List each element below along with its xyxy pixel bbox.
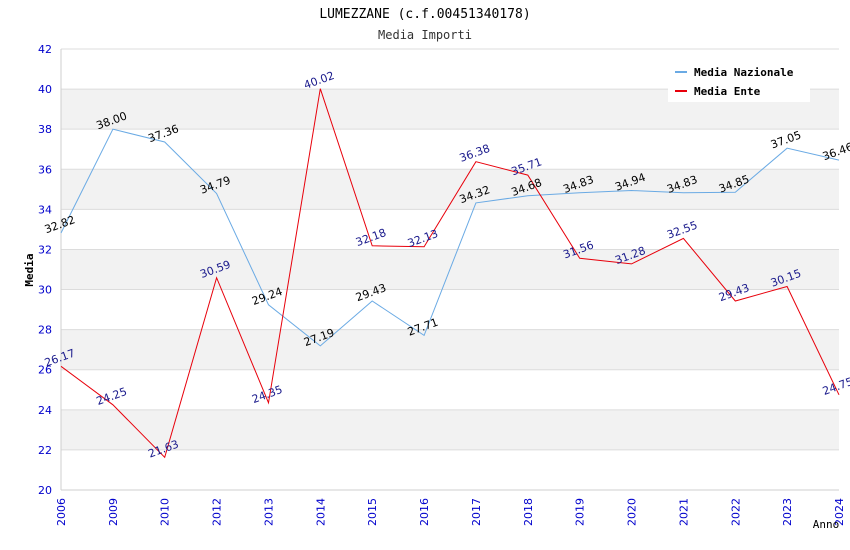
data-label-ente: 24.25 (95, 385, 129, 408)
y-tick-label: 32 (38, 243, 52, 256)
x-tick-label: 2021 (677, 498, 690, 526)
x-tick-label: 2024 (833, 498, 846, 526)
y-tick-labels: 20 22 24 26 28 30 32 34 36 38 40 42 (38, 43, 52, 497)
data-label-ente: 36.38 (458, 142, 492, 165)
data-label-ente: 24.35 (250, 383, 284, 406)
x-tick-label: 2009 (107, 498, 120, 526)
y-tick-label: 20 (38, 484, 52, 497)
x-tick-label: 2018 (522, 498, 535, 526)
x-tick-label: 2017 (470, 498, 483, 526)
x-tick-label: 2015 (366, 498, 379, 526)
data-label-ente: 32.55 (665, 219, 699, 242)
legend-box (668, 58, 810, 102)
data-label-nazionale: 37.05 (769, 128, 803, 151)
x-tick-label: 2006 (55, 498, 68, 526)
data-label-nazionale: 36.46 (821, 140, 850, 163)
legend-label: Media Nazionale (694, 66, 794, 79)
chart-subtitle: Media Importi (378, 28, 472, 42)
data-label-ente: 40.02 (302, 69, 336, 92)
y-tick-label: 40 (38, 83, 52, 96)
y-tick-label: 38 (38, 123, 52, 136)
chart-title: LUMEZZANE (c.f.00451340178) (319, 7, 530, 22)
grid-band (61, 169, 839, 210)
grid-bands (61, 89, 839, 450)
series-lines (60, 88, 840, 459)
grid-band (61, 409, 839, 450)
y-axis-label: Media (23, 253, 36, 286)
x-tick-label: 2023 (781, 498, 794, 526)
legend: Media Nazionale Media Ente (668, 58, 810, 102)
x-tick-label: 2016 (418, 498, 431, 526)
y-tick-label: 42 (38, 43, 52, 56)
x-tick-label: 2014 (314, 498, 327, 526)
y-tick-label: 28 (38, 324, 52, 337)
legend-label: Media Ente (694, 85, 761, 98)
x-tick-label: 2013 (262, 498, 275, 526)
x-axis-label: Anno (813, 518, 840, 531)
data-label-nazionale: 32.82 (43, 213, 77, 236)
x-tick-label: 2010 (159, 498, 172, 526)
y-tick-label: 30 (38, 284, 52, 297)
y-tick-label: 36 (38, 163, 52, 176)
x-tick-label: 2020 (626, 498, 639, 526)
x-tick-label: 2022 (729, 498, 742, 526)
grid-lines (61, 48, 839, 491)
y-tick-label: 24 (38, 404, 52, 417)
data-label-ente: 24.75 (821, 375, 850, 398)
series-line-media-ente (60, 88, 840, 459)
axes (60, 49, 839, 491)
y-tick-label: 26 (38, 364, 52, 377)
y-tick-label: 34 (38, 203, 52, 216)
grid-band (61, 329, 839, 370)
series-line-media-nazionale (60, 128, 840, 347)
x-tick-label: 2019 (574, 498, 587, 526)
y-tick-label: 22 (38, 444, 52, 457)
x-tick-label: 2012 (211, 498, 224, 526)
x-tick-labels: 2006 2009 2010 2012 2013 2014 2015 2016 2017 2018… (55, 498, 846, 526)
